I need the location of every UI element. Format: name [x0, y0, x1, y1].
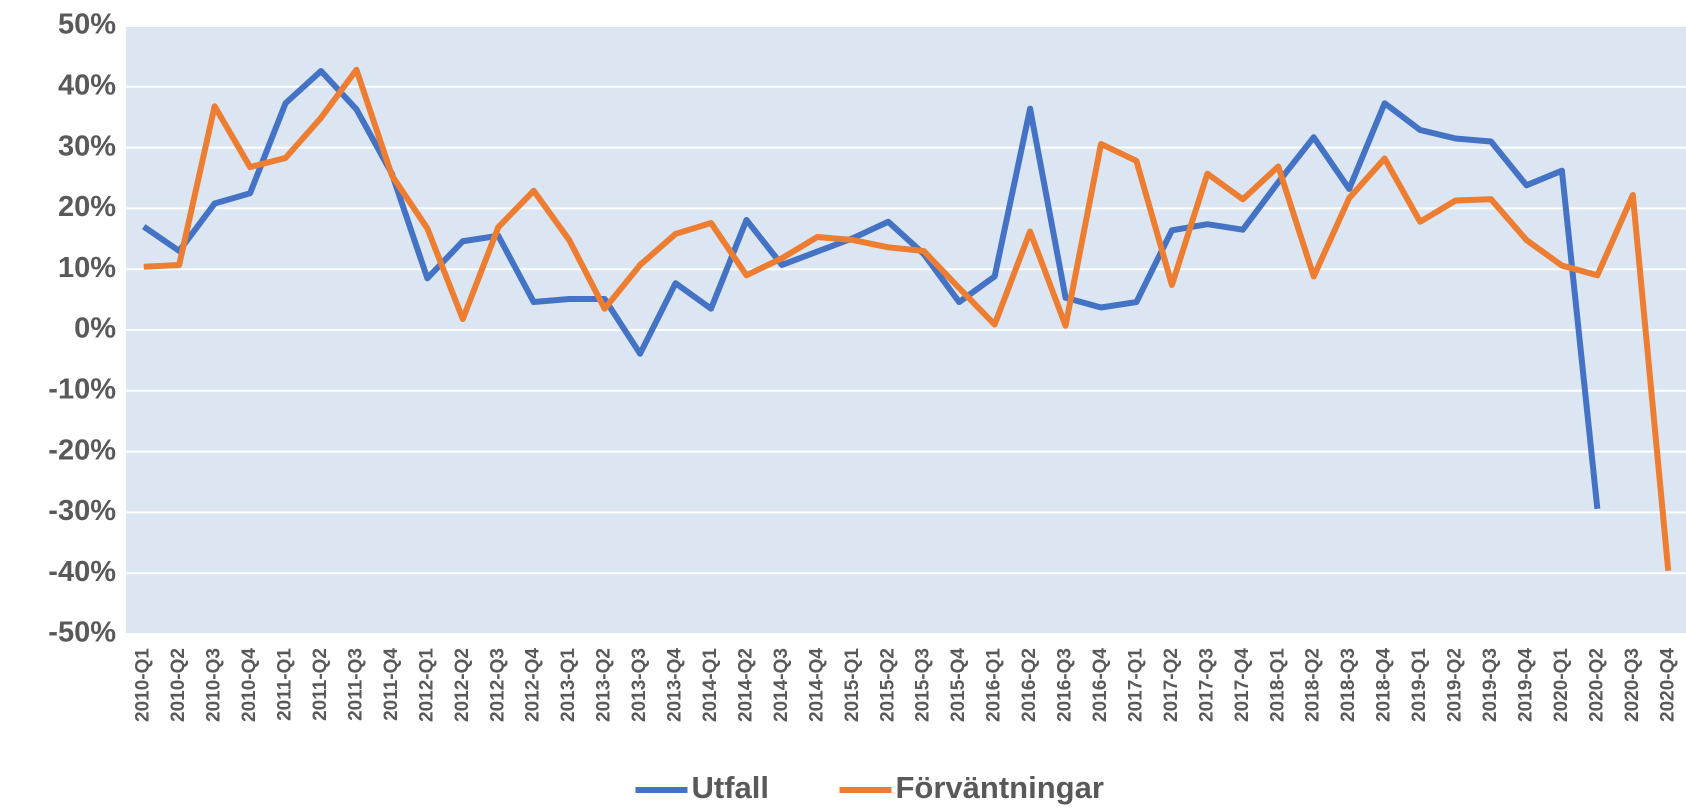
- y-tick-label: -20%: [48, 434, 116, 466]
- x-tick-label: 2017-Q1: [1125, 648, 1146, 722]
- x-tick-label: 2019-Q1: [1409, 648, 1430, 722]
- x-tick-label: 2011-Q1: [275, 648, 296, 721]
- x-tick-label: 2010-Q1: [133, 648, 154, 722]
- x-tick-label: 2015-Q2: [877, 648, 898, 722]
- x-tick-label: 2015-Q3: [913, 648, 934, 722]
- y-tick-label: 30%: [58, 130, 116, 162]
- x-tick-label: 2011-Q2: [310, 648, 331, 721]
- x-tick-label: 2018-Q3: [1338, 648, 1359, 722]
- x-tick-label: 2013-Q3: [629, 648, 650, 722]
- x-tick-label: 2017-Q2: [1161, 648, 1182, 722]
- x-tick-label: 2013-Q4: [665, 648, 686, 722]
- x-tick-label: 2017-Q4: [1232, 648, 1253, 722]
- x-tick-label: 2011-Q4: [381, 648, 402, 721]
- y-tick-label: 0%: [74, 313, 116, 345]
- y-tick-label: 50%: [58, 9, 116, 41]
- x-tick-label: 2016-Q4: [1090, 648, 1111, 722]
- x-tick-label: 2019-Q4: [1515, 648, 1536, 722]
- y-tick-label: 20%: [58, 191, 116, 223]
- x-tick-label: 2019-Q2: [1445, 648, 1466, 722]
- x-tick-label: 2016-Q1: [984, 648, 1005, 722]
- y-tick-label: -10%: [48, 373, 116, 405]
- x-tick-label: 2016-Q2: [1019, 648, 1040, 722]
- x-tick-label: 2012-Q3: [487, 648, 508, 722]
- x-tick-label: 2010-Q2: [168, 648, 189, 722]
- legend-label: Förväntningar: [896, 770, 1104, 805]
- x-tick-label: 2020-Q3: [1622, 648, 1643, 722]
- x-tick-label: 2016-Q3: [1055, 648, 1076, 722]
- x-tick-label: 2018-Q2: [1303, 648, 1324, 722]
- x-tick-label: 2019-Q3: [1480, 648, 1501, 722]
- x-tick-label: 2015-Q1: [842, 648, 863, 722]
- x-tick-label: 2011-Q3: [345, 648, 366, 721]
- x-tick-label: 2020-Q1: [1551, 648, 1572, 722]
- series-line: [143, 66, 1672, 572]
- x-tick-label: 2014-Q3: [771, 648, 792, 722]
- x-tick-label: 2013-Q1: [558, 648, 579, 722]
- x-tick-label: 2015-Q4: [948, 648, 969, 722]
- x-tick-label: 2014-Q4: [806, 648, 827, 722]
- x-tick-label: 2017-Q3: [1196, 648, 1217, 722]
- y-tick-label: -40%: [48, 556, 116, 588]
- x-tick-label: 2010-Q3: [204, 648, 225, 722]
- x-tick-label: 2014-Q2: [735, 648, 756, 722]
- x-tick-label: 2012-Q4: [523, 648, 544, 722]
- x-tick-label: 2010-Q4: [239, 648, 260, 722]
- y-tick-label: -30%: [48, 495, 116, 527]
- x-tick-label: 2020-Q4: [1657, 648, 1678, 722]
- x-tick-label: 2012-Q1: [416, 648, 437, 722]
- x-tick-label: 2018-Q1: [1267, 648, 1288, 722]
- x-tick-label: 2018-Q4: [1374, 648, 1395, 722]
- y-tick-label: -50%: [48, 617, 116, 649]
- legend-label: Utfall: [692, 770, 770, 805]
- x-tick-label: 2020-Q2: [1586, 648, 1607, 722]
- x-tick-label: 2013-Q2: [594, 648, 615, 722]
- y-tick-label: 40%: [58, 69, 116, 101]
- y-tick-label: 10%: [58, 252, 116, 284]
- x-tick-label: 2014-Q1: [700, 648, 721, 722]
- x-tick-label: 2012-Q2: [452, 648, 473, 722]
